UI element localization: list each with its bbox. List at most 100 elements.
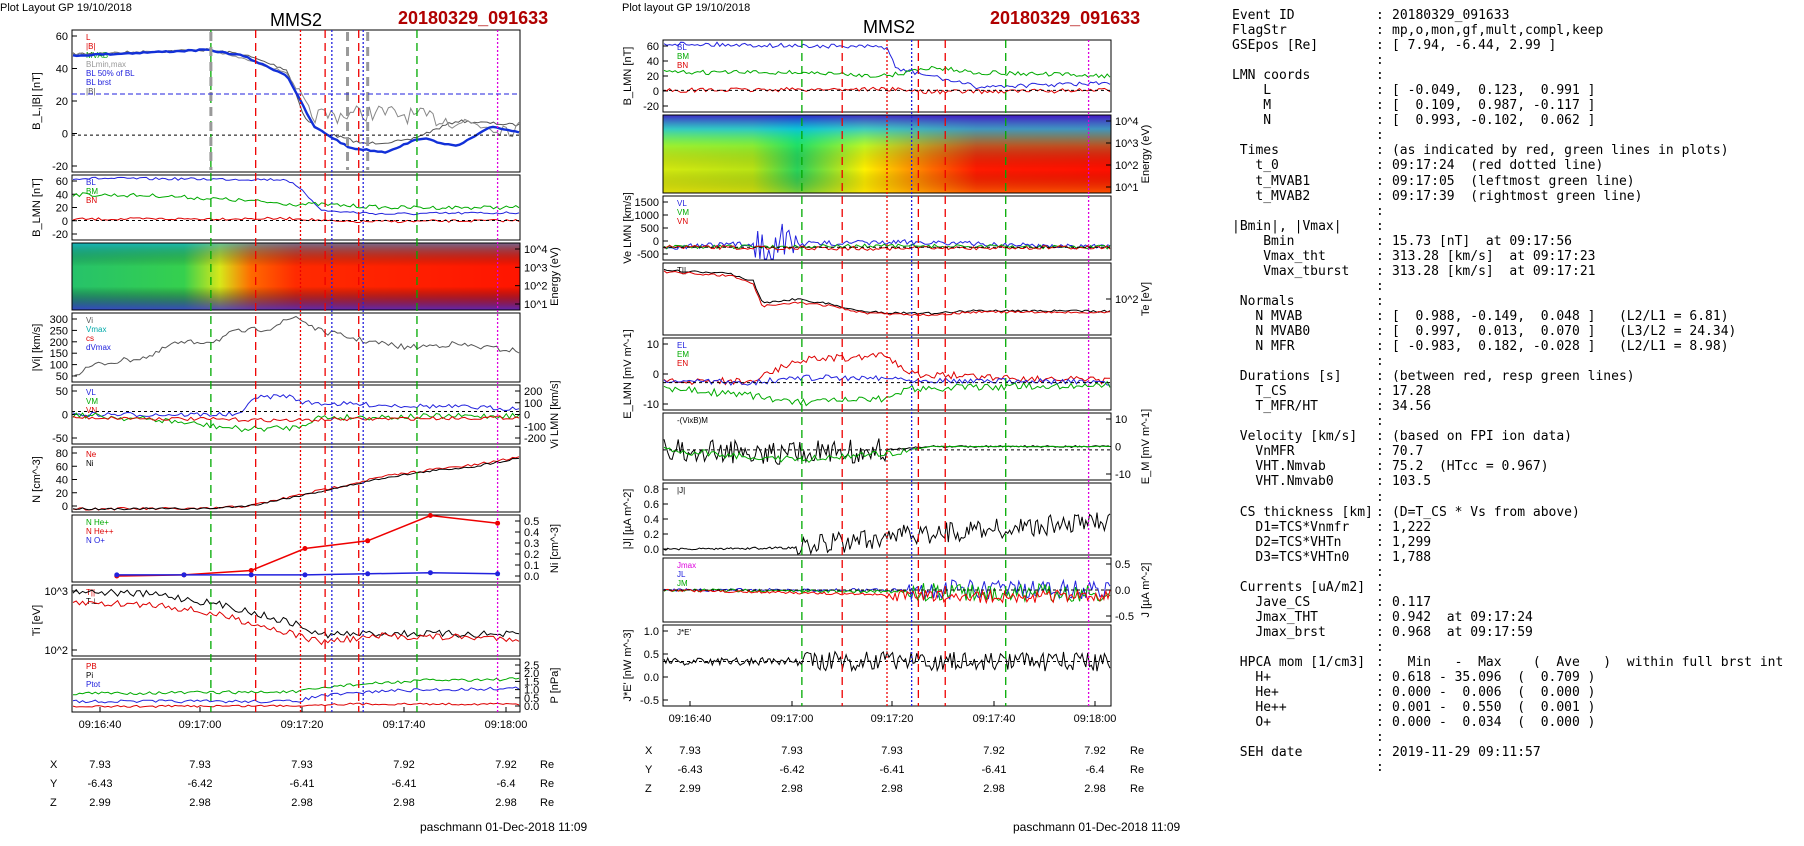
legend-entry: BL brst <box>86 78 112 87</box>
info-value: [ -0.049, 0.123, 0.991 ] <box>1391 83 1596 99</box>
y-tick-label: 250 <box>50 325 68 337</box>
position-value: 7.92 <box>495 759 516 771</box>
legend-entry: N He+ <box>86 518 109 527</box>
he-plus-plus-point <box>302 546 308 551</box>
y-tick-label: 0 <box>653 236 659 248</box>
axis-label: Ni [cm^-3] <box>549 524 561 573</box>
info-separator: : <box>1376 23 1384 39</box>
info-separator: : <box>1376 68 1384 84</box>
info-separator: : <box>1376 414 1384 430</box>
info-row: GSEpos [Re]: [ 7.94, -6.44, 2.99 ] <box>1232 38 1802 53</box>
info-separator: : <box>1376 354 1384 370</box>
position-value: -6.42 <box>779 764 804 776</box>
info-label: GSEpos [Re] <box>1232 38 1319 54</box>
position-value: 7.93 <box>881 745 902 757</box>
legend-entry: EM <box>677 350 689 359</box>
position-value: 7.93 <box>89 759 110 771</box>
info-label: N MVAB0 <box>1255 323 1311 339</box>
right-plot-footer: paschmann 01-Dec-2018 11:09 <box>1013 820 1181 834</box>
info-label: D3=TCS*VHTn0 <box>1255 549 1350 565</box>
info-separator: : <box>1375 384 1384 400</box>
position-value: 2.98 <box>781 783 802 795</box>
info-separator: : <box>1376 38 1384 54</box>
y-tick-label: -10 <box>643 399 659 411</box>
panel-frame <box>71 658 521 713</box>
panel-frame <box>71 312 521 383</box>
he-plus-plus-point <box>248 568 254 573</box>
legend-entry: JM <box>677 579 688 588</box>
legend-entry: Ni <box>86 459 94 468</box>
info-separator: : <box>1375 173 1384 189</box>
legend-entry: Ptot <box>86 680 101 689</box>
he-plus-plus-point <box>365 538 371 544</box>
info-label: Durations [s] <box>1239 369 1342 385</box>
y-tick-label: 0.5 <box>1115 559 1130 571</box>
y-tick-label: 1.5 <box>524 676 539 688</box>
info-label: T_CS <box>1255 384 1287 400</box>
legend-entry: Vi <box>86 316 93 325</box>
info-row: FlagStr: mp,o,mon,gf,mult,compl,keep <box>1232 23 1802 38</box>
left-plot-footer: paschmann 01-Dec-2018 11:09 <box>420 820 588 834</box>
position-value: 7.93 <box>189 759 210 771</box>
position-value: 7.92 <box>1084 745 1105 757</box>
info-row: : <box>1232 490 1802 505</box>
info-value: [ 0.988, -0.149, 0.048 ] (L2/L1 = 6.81) <box>1391 308 1729 324</box>
info-label: t_0 <box>1255 158 1279 174</box>
legend-entry: Jmax <box>677 561 696 570</box>
axis-label: Ve LMN [km/s] <box>622 192 634 264</box>
info-label: LMN coords <box>1232 68 1311 84</box>
info-label: He++ <box>1255 700 1287 716</box>
y-tick-label: 0.0 <box>644 672 659 684</box>
info-value: 09:17:39 (rightmost green line) <box>1391 188 1643 204</box>
info-value: [ 0.997, 0.013, 0.070 ] (L3/L2 = 24.34) <box>1391 323 1737 339</box>
info-label: Bmin <box>1263 233 1295 249</box>
legend-entry: VN <box>86 406 97 415</box>
legend-entry: EL <box>677 341 687 350</box>
info-separator: : <box>1375 685 1384 701</box>
position-unit: Re <box>1130 764 1144 776</box>
info-label: Vmax_tht <box>1263 248 1326 264</box>
info-value: [ 0.993, -0.102, 0.062 ] <box>1391 113 1596 129</box>
info-label: SEH date <box>1239 745 1303 761</box>
y-tick-label: 50 <box>56 371 68 383</box>
info-row: : <box>1232 279 1802 294</box>
position-value: -6.41 <box>391 778 416 790</box>
legend-entry: Vmax <box>86 325 106 334</box>
info-label: He+ <box>1255 685 1279 701</box>
position-value: 2.99 <box>89 797 110 809</box>
legend-entry: BL 50% of BL <box>86 69 135 78</box>
y-tick-label: 0 <box>62 501 68 513</box>
legend-entry: -(VixB)M <box>677 416 708 425</box>
data-series-line <box>663 512 1111 556</box>
y-tick-label: 0.2 <box>644 529 659 541</box>
y-tick-label: 10^3 <box>524 262 548 274</box>
legend-entry: VL <box>677 199 687 208</box>
info-value: 0.001 - 0.550 ( 0.001 ) <box>1391 700 1596 716</box>
info-label: Currents [uA/m2] <box>1239 579 1366 595</box>
info-label: N MFR <box>1255 339 1295 355</box>
legend-entry: |B| <box>86 87 96 96</box>
data-series-line <box>72 48 520 138</box>
o-plus-point <box>302 572 308 578</box>
info-value: 1,788 <box>1391 549 1432 565</box>
info-value: [ 0.109, 0.987, -0.117 ] <box>1391 98 1596 114</box>
info-separator: : <box>1375 339 1384 355</box>
x-tick-label: 09:18:00 <box>485 719 528 731</box>
info-row: N: [ 0.993, -0.102, 0.062 ] <box>1232 113 1802 128</box>
left-plot-title: MMS2 <box>270 10 322 30</box>
right-plot-title: MMS2 <box>863 17 915 37</box>
info-value: 1,299 <box>1391 534 1432 550</box>
y-tick-label: -20 <box>52 229 68 241</box>
info-label: Velocity [km/s] <box>1239 429 1358 445</box>
y-tick-label: 2.5 <box>524 660 539 672</box>
data-series-line <box>663 65 1111 79</box>
axis-label: Energy (eV) <box>549 247 561 306</box>
x-tick-label: 09:17:40 <box>973 713 1016 725</box>
info-row: Event ID:20180329_091633 <box>1232 8 1802 23</box>
info-value: (D=T_CS * Vs from above) <box>1391 504 1580 520</box>
info-label: D2=TCS*VHTn <box>1255 534 1342 550</box>
data-series-line <box>72 192 520 210</box>
info-row: Jmax_THT:0.942 at 09:17:24 <box>1232 610 1802 625</box>
position-row-label: X <box>645 745 653 757</box>
